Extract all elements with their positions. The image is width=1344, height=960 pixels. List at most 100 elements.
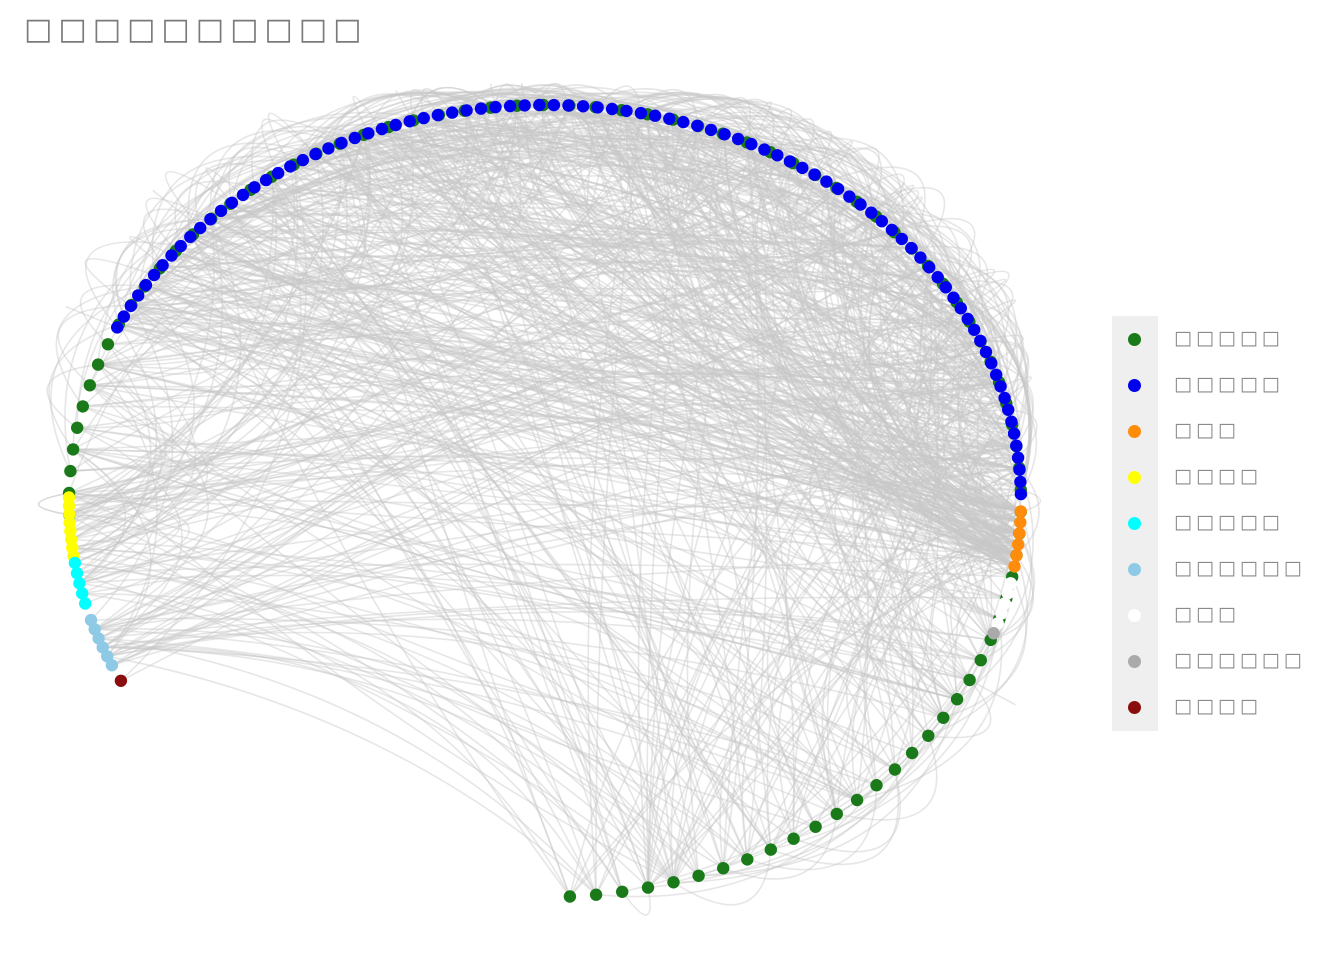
graph-node[interactable] <box>91 358 105 371</box>
graph-node[interactable] <box>831 182 845 196</box>
graph-node[interactable] <box>335 136 348 150</box>
graph-node[interactable] <box>998 597 1011 610</box>
graph-node[interactable] <box>1014 475 1027 489</box>
graph-node[interactable] <box>870 779 883 792</box>
graph-node[interactable] <box>1013 527 1026 540</box>
graph-node[interactable] <box>677 115 690 129</box>
graph-node[interactable] <box>939 281 952 294</box>
graph-node[interactable] <box>691 119 704 132</box>
graph-node[interactable] <box>850 793 864 807</box>
graph-node[interactable] <box>1002 403 1015 416</box>
graph-node[interactable] <box>991 617 1004 630</box>
graph-node[interactable] <box>533 98 546 112</box>
graph-node[interactable] <box>460 104 473 117</box>
graph-node[interactable] <box>905 241 918 255</box>
graph-node[interactable] <box>998 391 1011 405</box>
graph-node[interactable] <box>648 109 662 122</box>
graph-node[interactable] <box>1011 451 1025 464</box>
graph-node[interactable] <box>503 99 517 113</box>
graph-node[interactable] <box>950 693 964 706</box>
legend-item-1[interactable]: □□□□□ <box>1112 324 1332 354</box>
graph-node[interactable] <box>259 173 273 187</box>
graph-node[interactable] <box>937 711 950 724</box>
legend-item-5[interactable]: □□□□□ <box>1112 508 1332 538</box>
legend-item-2[interactable]: □□□□□ <box>1112 370 1332 400</box>
graph-node[interactable] <box>68 556 82 570</box>
graph-node[interactable] <box>1014 505 1027 518</box>
graph-node[interactable] <box>1013 463 1026 476</box>
graph-node[interactable] <box>1010 439 1023 452</box>
graph-node[interactable] <box>968 323 981 336</box>
graph-node[interactable] <box>905 746 919 760</box>
graph-node[interactable] <box>296 153 309 167</box>
graph-node[interactable] <box>717 862 730 875</box>
graph-node[interactable] <box>309 147 322 161</box>
graph-node[interactable] <box>895 232 908 246</box>
graph-node[interactable] <box>692 869 705 882</box>
graph-node[interactable] <box>446 106 459 119</box>
graph-node[interactable] <box>990 368 1003 381</box>
legend-item-6[interactable]: □□□□□□ <box>1112 554 1332 584</box>
graph-node[interactable] <box>184 230 197 244</box>
graph-node[interactable] <box>79 597 92 610</box>
graph-node[interactable] <box>985 357 998 370</box>
graph-node[interactable] <box>132 289 145 302</box>
graph-node[interactable] <box>204 213 217 226</box>
graph-node[interactable] <box>322 142 335 155</box>
graph-node[interactable] <box>620 104 633 118</box>
graph-node[interactable] <box>1007 427 1021 440</box>
graph-node[interactable] <box>616 885 629 898</box>
graph-node[interactable] <box>84 613 98 627</box>
graph-node[interactable] <box>843 190 856 203</box>
graph-node[interactable] <box>961 312 974 326</box>
legend-item-8[interactable]: □□□□□□ <box>1112 646 1332 676</box>
graph-node[interactable] <box>796 161 809 175</box>
graph-node[interactable] <box>101 338 115 351</box>
graph-node[interactable] <box>731 132 745 146</box>
graph-node[interactable] <box>66 443 80 456</box>
graph-node[interactable] <box>248 181 261 194</box>
graph-node[interactable] <box>174 239 187 253</box>
graph-node[interactable] <box>76 587 89 600</box>
graph-node[interactable] <box>854 198 867 211</box>
graph-node[interactable] <box>974 654 987 667</box>
graph-node[interactable] <box>1011 538 1025 551</box>
graph-node[interactable] <box>431 108 445 122</box>
graph-node[interactable] <box>83 379 97 392</box>
graph-node[interactable] <box>284 160 297 173</box>
graph-node[interactable] <box>518 99 531 112</box>
graph-node[interactable] <box>194 221 207 235</box>
graph-node[interactable] <box>1001 587 1014 600</box>
graph-node[interactable] <box>704 123 718 137</box>
graph-node[interactable] <box>1005 415 1018 428</box>
graph-node[interactable] <box>745 137 758 151</box>
graph-node[interactable] <box>489 100 502 114</box>
graph-node[interactable] <box>923 261 936 274</box>
graph-node[interactable] <box>764 843 777 856</box>
graph-node[interactable] <box>562 99 575 112</box>
graph-node[interactable] <box>156 259 169 272</box>
graph-node[interactable] <box>348 131 361 145</box>
graph-node[interactable] <box>139 278 153 292</box>
graph-node[interactable] <box>954 302 967 315</box>
graph-node[interactable] <box>271 166 285 180</box>
graph-node[interactable] <box>124 299 137 313</box>
legend-item-4[interactable]: □□□□ <box>1112 462 1332 492</box>
graph-node[interactable] <box>641 881 655 894</box>
graph-node[interactable] <box>117 310 130 323</box>
graph-node[interactable] <box>474 102 488 115</box>
graph-node[interactable] <box>808 168 821 181</box>
graph-node[interactable] <box>114 674 128 687</box>
graph-node[interactable] <box>76 400 90 413</box>
graph-node[interactable] <box>403 115 416 128</box>
graph-node[interactable] <box>73 577 86 590</box>
legend-item-7[interactable]: □□□ <box>1112 600 1332 630</box>
graph-node[interactable] <box>591 101 604 114</box>
graph-node[interactable] <box>1014 487 1028 501</box>
graph-node[interactable] <box>771 149 784 162</box>
graph-node[interactable] <box>70 567 84 580</box>
graph-node[interactable] <box>64 464 77 478</box>
graph-node[interactable] <box>888 763 902 776</box>
graph-node[interactable] <box>809 820 822 833</box>
graph-node[interactable] <box>1010 549 1023 562</box>
